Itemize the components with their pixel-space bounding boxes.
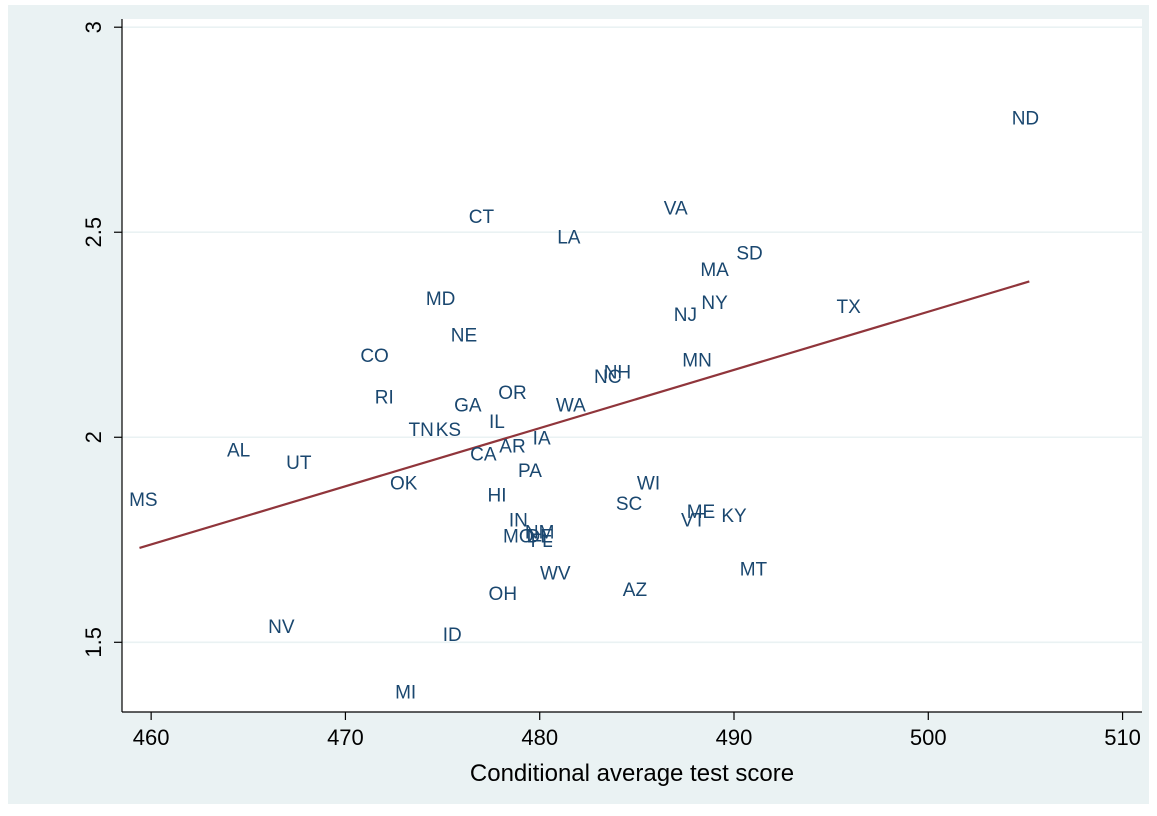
point-label-nv: NV bbox=[268, 617, 295, 638]
point-label-nm: NM bbox=[525, 523, 555, 544]
point-label-sc: SC bbox=[616, 494, 642, 515]
point-label-nh: NH bbox=[604, 363, 631, 384]
point-label-al: AL bbox=[227, 441, 250, 462]
point-label-ma: MA bbox=[700, 260, 729, 281]
point-label-nc: NC bbox=[594, 367, 621, 388]
point-label-nd: ND bbox=[1012, 108, 1039, 129]
point-label-ny: NY bbox=[701, 293, 728, 314]
point-label-ok: OK bbox=[390, 473, 418, 494]
point-label-il: IL bbox=[489, 412, 505, 433]
point-label-oh: OH bbox=[489, 584, 518, 605]
point-label-md: MD bbox=[426, 289, 456, 310]
point-label-ne: NE bbox=[451, 326, 477, 347]
y-tick-label: 2.5 bbox=[81, 217, 106, 248]
point-label-ms: MS bbox=[129, 490, 158, 511]
point-label-ut: UT bbox=[286, 453, 312, 474]
point-label-pa: PA bbox=[518, 461, 542, 482]
point-label-la: LA bbox=[557, 227, 581, 248]
point-label-tx: TX bbox=[836, 297, 861, 318]
x-tick-label: 480 bbox=[521, 725, 558, 750]
y-tick-label: 3 bbox=[81, 21, 106, 33]
point-label-ca: CA bbox=[470, 445, 497, 466]
point-label-ga: GA bbox=[454, 395, 482, 416]
point-label-ct: CT bbox=[469, 207, 495, 228]
fit-line bbox=[139, 280, 1030, 550]
x-axis-ticks: 460 470 480 490 500 510 bbox=[133, 712, 1141, 750]
point-label-ri: RI bbox=[375, 387, 394, 408]
point-label-ia: IA bbox=[533, 428, 551, 449]
point-label-vt: VT bbox=[681, 510, 706, 531]
point-label-wa: WA bbox=[556, 395, 586, 416]
point-label-ks: KS bbox=[436, 420, 461, 441]
point-label-id: ID bbox=[443, 625, 462, 646]
x-tick-label: 510 bbox=[1104, 725, 1141, 750]
point-label-or: OR bbox=[498, 383, 527, 404]
y-axis-ticks: 1.5 2 2.5 3 bbox=[81, 21, 122, 658]
y-tick-label: 2 bbox=[81, 431, 106, 443]
y-tick-label: 1.5 bbox=[81, 627, 106, 658]
point-label-hi: HI bbox=[487, 486, 506, 507]
point-label-ar: AR bbox=[499, 436, 525, 457]
x-tick-label: 490 bbox=[716, 725, 753, 750]
point-label-fl: FL bbox=[531, 531, 553, 552]
point-label-me: ME bbox=[687, 502, 716, 523]
point-label-ky: KY bbox=[721, 506, 747, 527]
point-label-sd: SD bbox=[736, 244, 762, 265]
point-label-mo: MO bbox=[503, 527, 534, 548]
plot-area bbox=[122, 19, 1142, 712]
x-tick-label: 470 bbox=[327, 725, 364, 750]
gridlines bbox=[122, 26, 1142, 644]
point-label-mt: MT bbox=[740, 559, 768, 580]
point-label-wv: WV bbox=[540, 564, 571, 585]
point-label-va: VA bbox=[664, 199, 688, 220]
point-label-co: CO bbox=[360, 346, 389, 367]
point-label-az: AZ bbox=[623, 580, 648, 601]
point-label-de: DE bbox=[527, 527, 553, 548]
x-tick-label: 500 bbox=[910, 725, 947, 750]
point-label-wi: WI bbox=[637, 473, 660, 494]
x-tick-label: 460 bbox=[133, 725, 170, 750]
point-label-tn: TN bbox=[409, 420, 434, 441]
point-label-in: IN bbox=[509, 510, 528, 531]
point-label-nj: NJ bbox=[674, 305, 697, 326]
x-axis-title: Conditional average test score bbox=[470, 760, 794, 787]
point-label-mi: MI bbox=[395, 682, 416, 703]
point-label-mn: MN bbox=[682, 350, 712, 371]
